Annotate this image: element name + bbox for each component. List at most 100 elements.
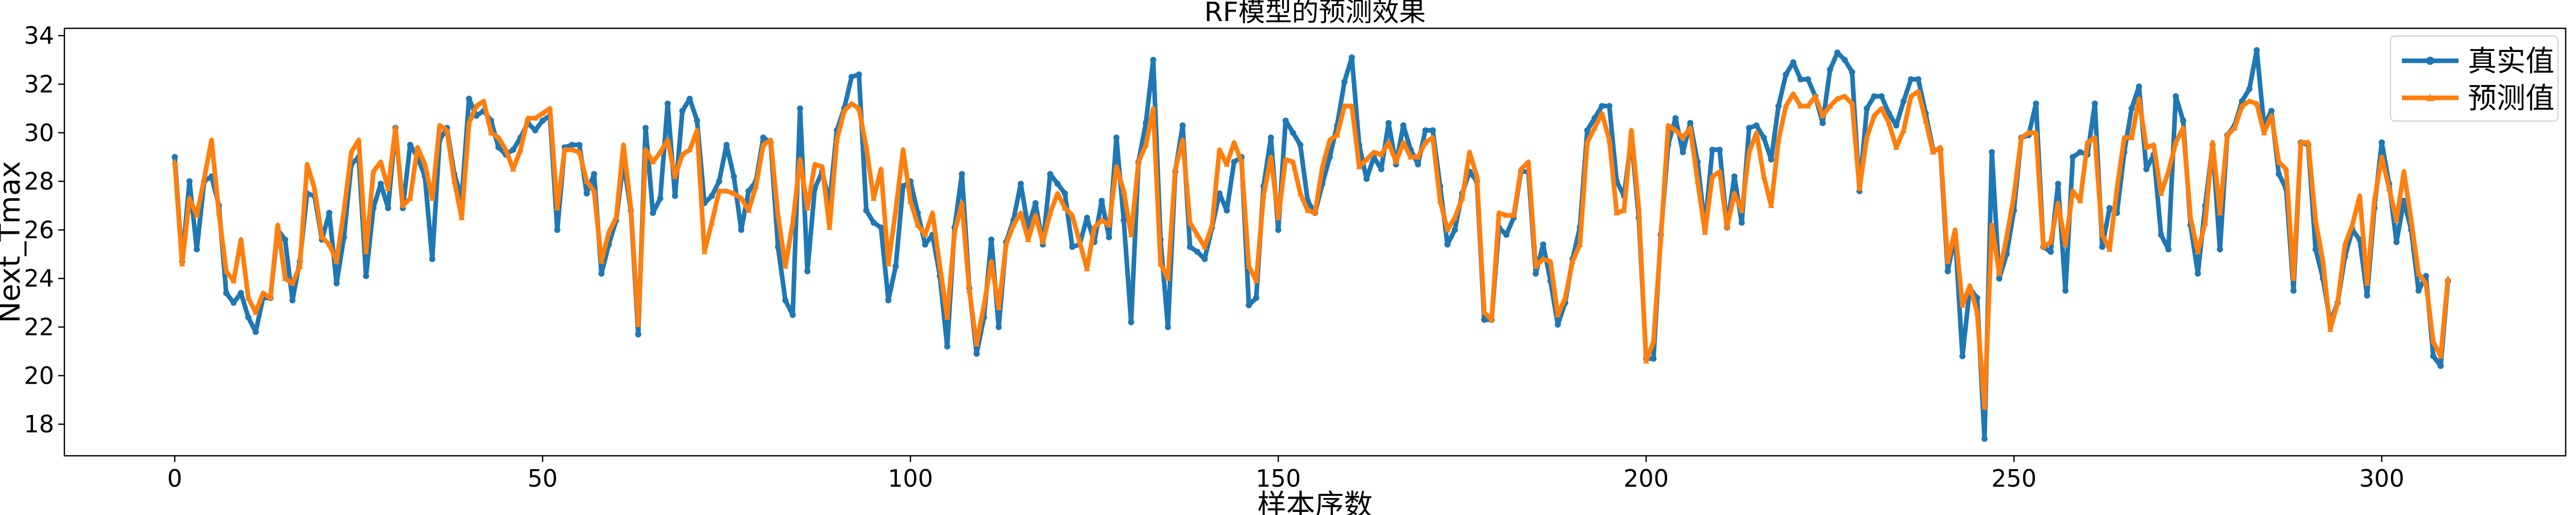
data-point (1098, 197, 1105, 204)
data-point (1650, 355, 1657, 362)
data-point (172, 159, 178, 165)
data-point (2158, 231, 2164, 238)
data-point (1481, 309, 1487, 315)
x-tick-label: 100 (888, 465, 933, 492)
data-point (429, 195, 435, 201)
data-point (1532, 263, 1539, 269)
data-point (1974, 309, 1980, 315)
data-point (1385, 119, 1392, 126)
data-point (1745, 125, 1752, 131)
data-point (275, 221, 281, 228)
data-point (2128, 105, 2135, 112)
data-point (2195, 248, 2201, 254)
data-point (1348, 102, 1355, 109)
data-point (2165, 168, 2172, 175)
data-point (289, 280, 296, 286)
data-point (2305, 139, 2312, 145)
data-point (1429, 127, 1436, 134)
data-point (1569, 258, 1576, 264)
data-point (172, 153, 178, 160)
data-point (1643, 358, 1650, 364)
data-point (238, 236, 244, 243)
data-point (1135, 159, 1142, 165)
data-point (495, 134, 502, 141)
data-point (591, 187, 598, 194)
data-point (922, 241, 928, 248)
data-point (1878, 93, 1885, 100)
data-point (333, 258, 340, 264)
data-point (1062, 204, 1068, 211)
data-point (2312, 246, 2319, 253)
data-point (385, 204, 392, 211)
data-point (796, 105, 803, 112)
data-point (1150, 105, 1157, 111)
data-point (1312, 210, 1318, 216)
data-point (2047, 248, 2054, 255)
data-point (2334, 299, 2341, 305)
series-layer (172, 47, 2451, 442)
data-point (1886, 119, 1892, 126)
data-point (1150, 57, 1157, 63)
data-point (1738, 219, 1745, 226)
data-point (863, 207, 870, 214)
data-point (2437, 353, 2444, 359)
data-point (1378, 151, 1385, 158)
data-point (466, 119, 472, 126)
data-point (1408, 153, 1414, 160)
data-point (1841, 93, 1848, 99)
data-point (238, 290, 244, 297)
data-point (1282, 156, 1289, 162)
data-point (1172, 166, 1179, 172)
data-point (2246, 85, 2252, 92)
data-point (1032, 200, 1039, 207)
data-point (922, 231, 928, 237)
data-point (1253, 278, 1260, 284)
data-point (311, 185, 318, 192)
y-tick-label: 22 (24, 313, 54, 341)
data-point (1341, 102, 1348, 109)
data-point (1694, 178, 1701, 184)
data-point (856, 71, 862, 78)
data-point (1672, 115, 1679, 122)
data-point (1503, 231, 1510, 238)
data-point (2128, 134, 2135, 141)
data-point (1098, 217, 1105, 223)
data-point (2062, 287, 2069, 294)
data-point (444, 127, 450, 133)
data-point (348, 149, 354, 155)
data-point (208, 136, 215, 143)
data-point (223, 290, 230, 297)
data-point (1253, 295, 1260, 301)
data-point (2195, 270, 2201, 277)
data-point (708, 219, 715, 226)
data-point (2121, 134, 2128, 141)
data-point (760, 142, 767, 148)
data-point (1444, 241, 1451, 248)
data-point (1738, 207, 1745, 213)
data-point (1775, 102, 1782, 109)
data-point (1503, 212, 1510, 218)
data-point (1871, 93, 1877, 100)
data-point (1996, 270, 2003, 277)
data-point (686, 95, 693, 102)
data-point (1422, 127, 1429, 134)
data-point (1599, 102, 1605, 109)
data-point (1451, 214, 1458, 220)
data-point (753, 183, 759, 189)
data-point (282, 236, 289, 243)
data-point (679, 108, 686, 114)
data-point (2224, 132, 2231, 138)
x-tick-label: 300 (2359, 465, 2404, 492)
data-point (2357, 193, 2363, 199)
data-point (1915, 88, 1922, 94)
data-point (2092, 100, 2098, 107)
data-point (1106, 234, 1112, 241)
data-point (1062, 190, 1068, 197)
data-point (789, 219, 796, 226)
data-point (2386, 185, 2393, 192)
data-point (2246, 98, 2252, 104)
data-point (804, 268, 811, 274)
data-point (562, 146, 568, 152)
data-point (834, 136, 840, 143)
